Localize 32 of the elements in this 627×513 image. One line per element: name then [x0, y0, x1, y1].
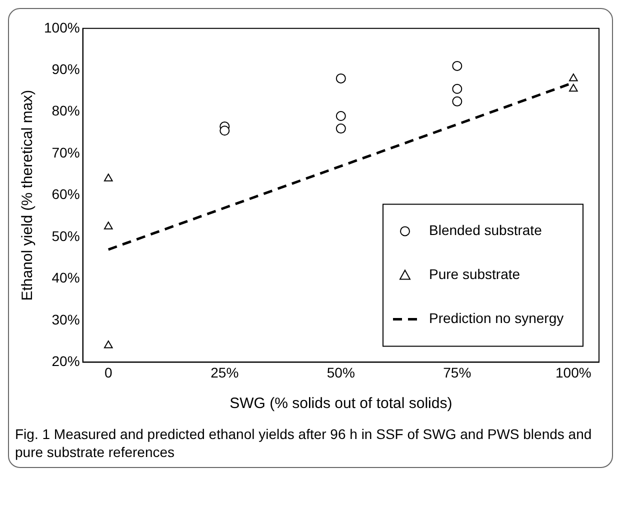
x-tick-label: 100% [556, 364, 592, 380]
x-tick-label: 75% [443, 364, 472, 380]
y-tick-label: 100% [44, 19, 80, 36]
point [336, 124, 346, 134]
caption: Fig. 1 Measured and predicted ethanol yields after 96 h in SSF of SWG and PWS blends and pure substrate references [15, 425, 593, 461]
point [220, 126, 230, 136]
point [336, 111, 346, 122]
x-axis-title: SWG (% solids out of total solids) [230, 395, 452, 412]
point [104, 340, 113, 348]
x-tick-label: 50% [326, 364, 355, 380]
x-tick-label: 0 [104, 364, 112, 380]
point [104, 222, 113, 230]
point [452, 60, 462, 71]
y-tick-label: 30% [52, 311, 80, 328]
y-tick-label: 50% [52, 228, 80, 244]
x-tick-label: 25% [210, 364, 239, 380]
legend-label: Blended substrate [429, 222, 542, 238]
y-tick-label: 70% [52, 144, 80, 160]
y-tick-label: 90% [52, 60, 80, 77]
point [569, 84, 578, 92]
point [452, 84, 462, 94]
y-tick-label: 40% [52, 270, 80, 286]
point [569, 73, 578, 82]
y-tick-label: 60% [52, 186, 80, 202]
legend-label: Pure substrate [429, 266, 520, 282]
y-tick-label: 80% [52, 102, 80, 119]
point [336, 73, 346, 84]
point [104, 174, 113, 182]
y-axis-title: Ethanol yield (% theretical max) [19, 90, 36, 301]
point [452, 96, 462, 106]
y-tick-label: 20% [52, 353, 80, 370]
legend-label: Prediction no synergy [429, 310, 564, 326]
